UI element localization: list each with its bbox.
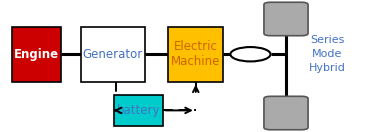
FancyBboxPatch shape xyxy=(114,95,163,126)
FancyBboxPatch shape xyxy=(81,27,145,82)
Text: battery: battery xyxy=(117,104,160,117)
FancyBboxPatch shape xyxy=(12,27,61,82)
Text: Series
Mode
Hybrid: Series Mode Hybrid xyxy=(309,35,346,73)
Text: Engine: Engine xyxy=(14,48,59,61)
FancyBboxPatch shape xyxy=(264,96,308,130)
FancyBboxPatch shape xyxy=(168,27,223,82)
Circle shape xyxy=(231,47,270,61)
Text: Generator: Generator xyxy=(83,48,143,61)
FancyBboxPatch shape xyxy=(264,2,308,36)
Text: Electric
Machine: Electric Machine xyxy=(171,40,220,68)
